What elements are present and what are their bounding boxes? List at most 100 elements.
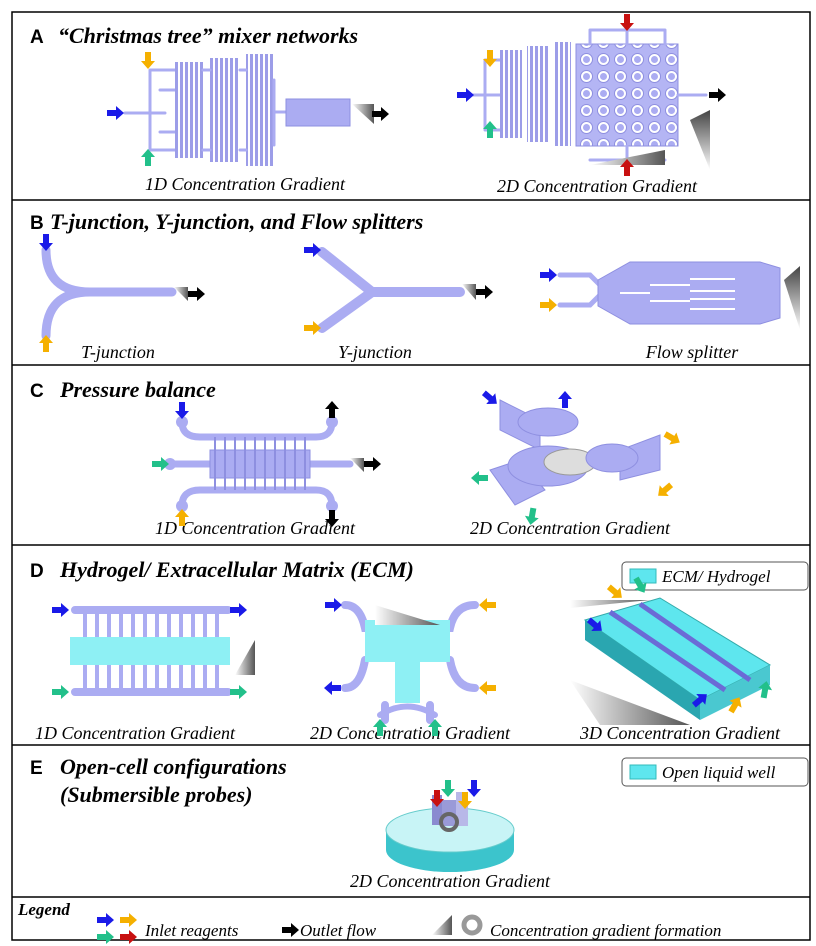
flow-arrow [467, 780, 481, 797]
gradient [352, 104, 374, 124]
caption: 2D Concentration Gradient [350, 871, 551, 891]
pressure-2d [489, 399, 661, 506]
caption: 2D Concentration Gradient [470, 518, 671, 538]
legend-item: Concentration gradient formation [490, 921, 721, 940]
panel-title: T-junction, Y-junction, and Flow splitte… [50, 209, 423, 234]
flow-arrow [558, 391, 572, 408]
panel-letter: C [30, 381, 44, 402]
flow-arrow [52, 603, 69, 617]
flow-arrow [540, 268, 557, 282]
flow-arrow [282, 923, 299, 937]
key-box: ECM/ Hydrogel [621, 561, 809, 591]
flow-arrow [175, 402, 189, 419]
flow-arrow [479, 681, 496, 695]
flow-arrow [304, 321, 321, 335]
legend-gradient [432, 915, 452, 935]
mixer-1d [123, 54, 374, 166]
flow-arrow [430, 790, 444, 807]
caption: 3D Concentration Gradient [579, 723, 781, 743]
flow-arrow [141, 52, 155, 69]
flow-arrow [364, 457, 381, 471]
flow-arrow [188, 287, 205, 301]
flow-arrow [120, 930, 137, 944]
caption: 2D Concentration Gradient [497, 176, 698, 196]
flow-arrow [120, 913, 137, 927]
flow-arrow [620, 14, 634, 31]
flow-arrow [663, 431, 680, 445]
open-cell [385, 792, 515, 872]
caption: 1D Concentration Gradient [35, 723, 236, 743]
flow-arrow [691, 693, 707, 708]
flow-arrow [97, 930, 114, 944]
key-box: Open liquid well [621, 757, 809, 787]
flow-arrow [141, 149, 155, 166]
hydrogel-3d [570, 597, 772, 725]
flow-arrow [39, 234, 53, 251]
flow-arrow [230, 603, 247, 617]
flow-arrow [97, 913, 114, 927]
flow-arrow [524, 507, 539, 525]
flow-arrow [586, 617, 602, 632]
panel-letter: B [30, 213, 44, 234]
flow-arrow [372, 107, 389, 121]
flow-arrow [107, 106, 124, 120]
flow-arrow [458, 792, 472, 809]
hydrogel-1d [70, 606, 255, 696]
legend-title: Legend [17, 900, 70, 919]
flow-arrow [152, 457, 169, 471]
flow-arrow [481, 390, 497, 405]
flow-arrow [476, 285, 493, 299]
flow-arrow [483, 121, 497, 138]
panel-title: “Christmas tree” mixer networks [58, 23, 358, 48]
flow-arrow [633, 576, 647, 593]
flow-arrow [471, 471, 488, 485]
mixer-2d [468, 26, 710, 170]
flow-arrow [709, 88, 726, 102]
panel-title: Hydrogel/ Extracellular Matrix (ECM) [59, 557, 414, 582]
panel-letter: A [30, 27, 44, 48]
caption: T-junction [81, 342, 155, 362]
hydrogel-2d [341, 601, 479, 724]
panel-subtitle: (Submersible probes) [60, 782, 253, 807]
flow-arrow [39, 335, 53, 352]
flow-arrow [304, 243, 321, 257]
key-label: Open liquid well [662, 763, 776, 782]
flow-arrow [620, 159, 634, 176]
legend-item: Inlet reagents [144, 921, 239, 940]
flow-arrow [175, 509, 189, 526]
panel-title: Open-cell configurations [60, 754, 287, 779]
panel-letter: E [30, 758, 43, 779]
panel-letter: D [30, 561, 44, 582]
panel-title: Pressure balance [59, 377, 216, 402]
flow-arrow [324, 681, 341, 695]
caption: 1D Concentration Gradient [155, 518, 356, 538]
flow-arrow [758, 681, 773, 699]
flow-arrow [325, 598, 342, 612]
flow-arrow [373, 719, 387, 736]
flow-arrow [479, 598, 496, 612]
flow-arrow [325, 510, 339, 527]
flow-arrow [441, 780, 455, 797]
y-junction [317, 247, 476, 333]
flow-arrow [483, 50, 497, 67]
flow-splitter [557, 261, 800, 330]
caption: 1D Concentration Gradient [145, 174, 346, 194]
caption: Flow splitter [645, 342, 740, 362]
flow-arrow [230, 685, 247, 699]
flow-arrow [325, 401, 339, 418]
flow-arrow [728, 697, 742, 714]
caption: 2D Concentration Gradient [310, 723, 511, 743]
t-junction [41, 245, 188, 341]
flow-arrow [52, 685, 69, 699]
legend-gradient [461, 914, 483, 936]
panel-borders [11, 11, 811, 941]
flow-arrow [606, 584, 622, 599]
caption: Y-junction [338, 342, 412, 362]
flow-arrow [540, 298, 557, 312]
key-label: ECM/ Hydrogel [661, 567, 771, 586]
flow-arrow [658, 482, 674, 497]
legend-item: Outlet flow [300, 921, 377, 940]
flow-arrow [428, 719, 442, 736]
pressure-1d [164, 416, 364, 512]
